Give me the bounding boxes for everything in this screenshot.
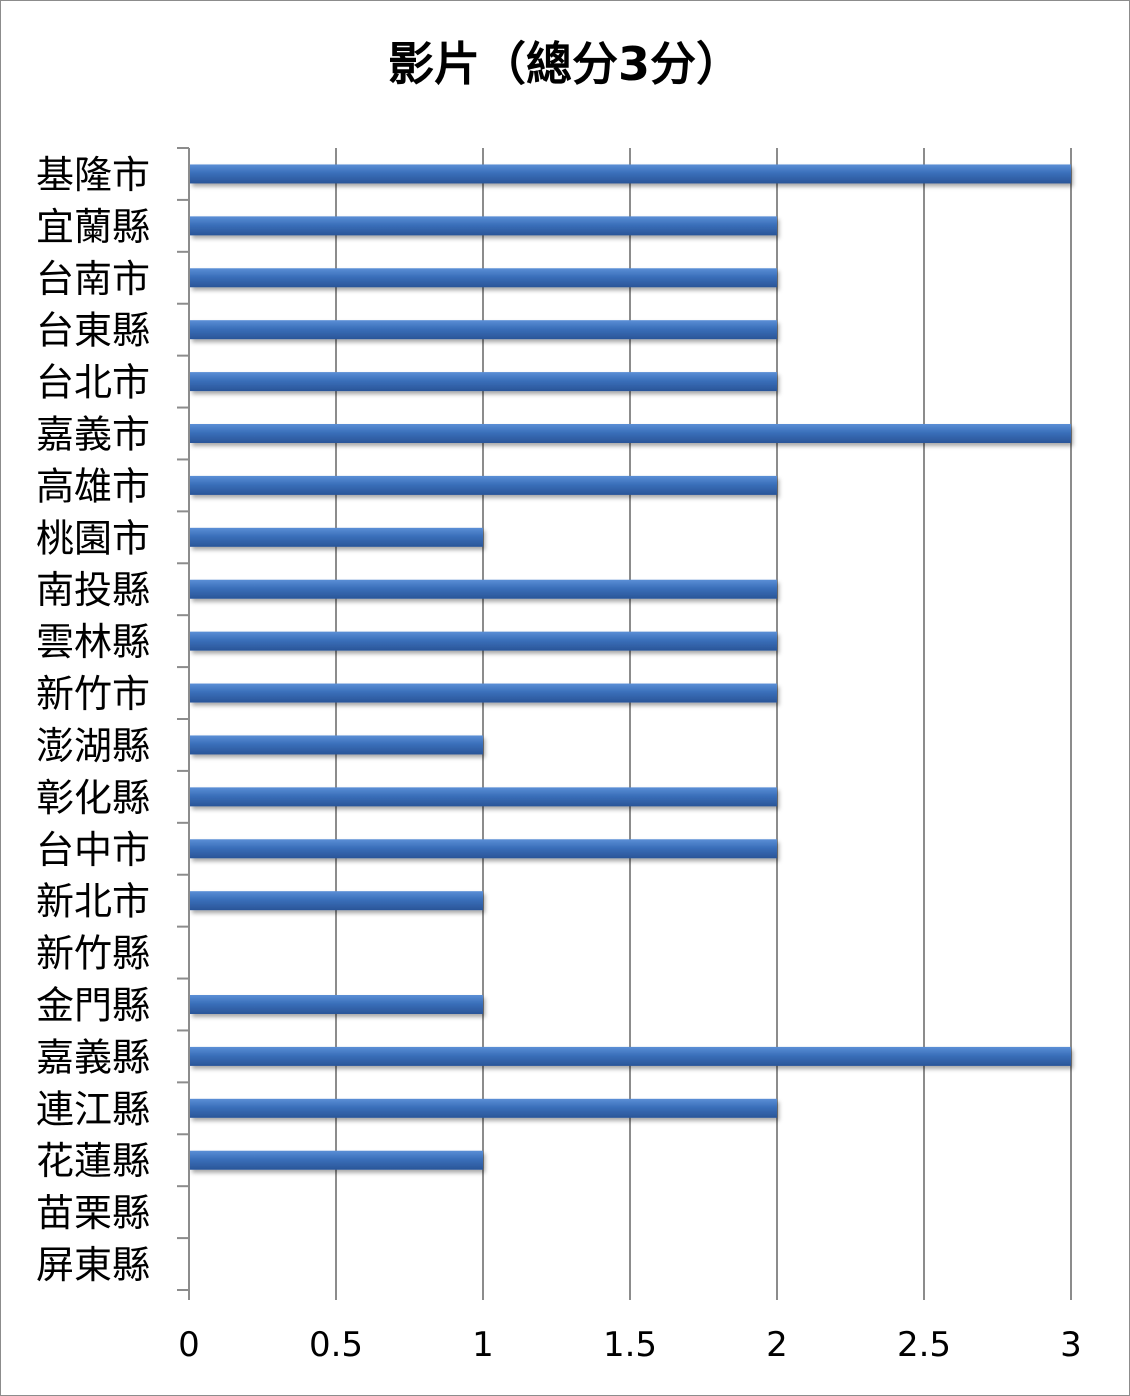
category-label: 彰化縣 — [36, 776, 150, 820]
bar — [190, 579, 777, 599]
bar — [190, 995, 483, 1014]
category-label: 新竹市 — [36, 672, 150, 716]
category-label: 雲林縣 — [36, 620, 150, 664]
category-label: 宜蘭縣 — [36, 205, 150, 249]
bar — [190, 735, 483, 755]
category-label: 台南市 — [36, 257, 150, 301]
category-label: 苗栗縣 — [36, 1191, 150, 1235]
chart-title: 影片（總分3分） — [387, 37, 742, 91]
bars — [190, 164, 1071, 1170]
bar — [190, 891, 483, 911]
bar — [190, 320, 777, 340]
category-label: 金門縣 — [36, 984, 150, 1028]
x-tick-label: 0 — [178, 1325, 200, 1365]
gridlines — [335, 148, 1072, 1290]
x-tick-label: 0.5 — [309, 1325, 363, 1365]
bar — [190, 787, 777, 807]
category-label: 基隆市 — [36, 153, 150, 197]
bar — [190, 839, 777, 859]
bar — [190, 1046, 1071, 1066]
category-label: 嘉義市 — [36, 413, 150, 457]
x-tick-label: 2.5 — [897, 1325, 951, 1365]
bar — [190, 216, 777, 236]
category-label: 花蓮縣 — [36, 1139, 150, 1183]
bar — [190, 527, 483, 547]
x-tick-label: 2 — [766, 1325, 788, 1365]
bar — [190, 683, 777, 703]
bar — [190, 1150, 483, 1170]
category-label: 台北市 — [36, 361, 150, 405]
bar — [190, 424, 1071, 443]
category-label: 高雄市 — [36, 464, 150, 508]
category-label: 新北市 — [36, 880, 150, 924]
bar — [190, 164, 1071, 184]
category-label: 屏東縣 — [36, 1243, 150, 1287]
axes — [177, 147, 1072, 1300]
x-tick-label: 1.5 — [603, 1325, 657, 1365]
bar — [190, 475, 777, 495]
category-label: 連江縣 — [36, 1087, 150, 1131]
category-label: 嘉義縣 — [36, 1035, 150, 1079]
bar — [190, 1098, 777, 1118]
x-tick-label: 1 — [472, 1325, 494, 1365]
category-label: 新竹縣 — [36, 932, 150, 976]
category-label: 台東縣 — [36, 309, 150, 353]
category-labels: 基隆市宜蘭縣台南市台東縣台北市嘉義市高雄市桃園市南投縣雲林縣新竹市澎湖縣彰化縣台… — [36, 153, 150, 1287]
category-label: 桃園市 — [36, 516, 150, 560]
bar — [190, 268, 777, 288]
category-label: 澎湖縣 — [36, 724, 150, 768]
category-label: 台中市 — [36, 828, 150, 872]
bar — [190, 631, 777, 651]
tick-labels: 0 0.5 1 1.5 2 2.5 3 — [178, 1325, 1082, 1365]
bar — [190, 372, 777, 392]
category-label: 南投縣 — [36, 568, 150, 612]
x-tick-label: 3 — [1060, 1325, 1082, 1365]
